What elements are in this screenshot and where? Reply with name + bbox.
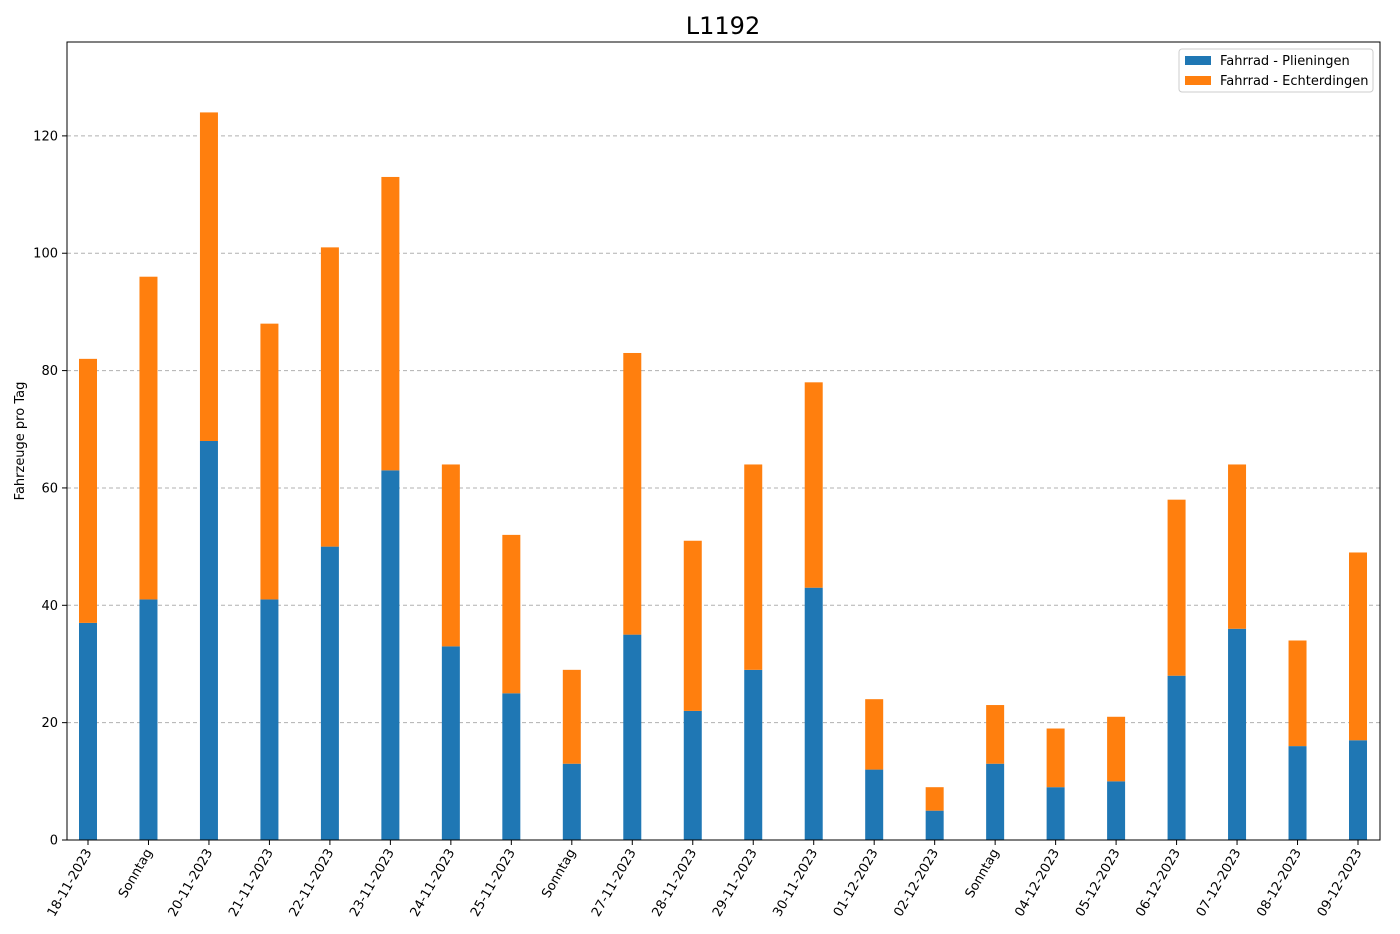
- x-tick-label: 22-11-2023: [287, 847, 338, 920]
- legend-label: Fahrrad - Echterdingen: [1220, 74, 1369, 89]
- x-tick-label: 07-12-2023: [1194, 847, 1245, 920]
- bar-echterdingen: [1228, 464, 1247, 629]
- bar-echterdingen: [79, 358, 97, 623]
- x-axis: 18-11-2023 Sonntag 20-11-2023 21-11-2023 22-…: [45, 840, 1366, 920]
- bar-plieningen: [1046, 787, 1065, 840]
- x-tick-label: 21-11-2023: [226, 847, 277, 920]
- bar-plieningen: [199, 441, 218, 840]
- y-axis-label: Fahrzeuge pro Tag: [13, 382, 28, 501]
- y-axis: 0 20 40 60 80 100 120: [33, 129, 67, 849]
- x-tick-label: Sonntag: [963, 846, 1003, 900]
- bar-plieningen: [683, 710, 702, 840]
- bar-echterdingen: [683, 540, 702, 711]
- x-tick-label: 20-11-2023: [166, 847, 217, 920]
- bar-plieningen: [139, 599, 158, 840]
- x-tick-label: 05-12-2023: [1073, 847, 1124, 920]
- x-tick-label: 27-11-2023: [589, 847, 640, 920]
- x-tick-label: Sonntag: [116, 847, 156, 901]
- x-tick-label: 08-12-2023: [1254, 847, 1305, 920]
- bar-echterdingen: [744, 464, 763, 670]
- chart-title: L1192: [686, 12, 760, 40]
- x-tick-label: 24-11-2023: [408, 847, 459, 920]
- bar-echterdingen: [623, 352, 642, 635]
- x-tick-label: 28-11-2023: [649, 847, 700, 920]
- legend: Fahrrad - Plieningen Fahrrad - Echterding…: [1178, 48, 1374, 93]
- bar-echterdingen: [1167, 499, 1186, 676]
- bar-echterdingen: [502, 534, 521, 694]
- bar-plieningen: [1107, 781, 1126, 840]
- bar-echterdingen: [320, 247, 339, 547]
- y-tick-label: 40: [41, 599, 58, 614]
- bar-echterdingen: [381, 176, 400, 471]
- grid: [67, 135, 1380, 724]
- x-tick-label: Sonntag: [539, 847, 579, 901]
- legend-swatch: [1185, 56, 1211, 65]
- legend-swatch: [1185, 76, 1211, 85]
- bar-plieningen: [744, 669, 763, 840]
- bar-plieningen: [381, 470, 400, 840]
- plot-frame: [66, 41, 1381, 841]
- bar-plieningen: [441, 646, 460, 840]
- bar-echterdingen: [1288, 640, 1307, 747]
- bar-plieningen: [1228, 628, 1247, 840]
- y-tick-label: 20: [41, 716, 58, 731]
- bar-plieningen: [865, 769, 884, 840]
- y-tick-label: 60: [41, 481, 58, 496]
- bar-plieningen: [925, 810, 944, 840]
- bar-echterdingen: [865, 699, 884, 770]
- x-tick-label: 01-12-2023: [831, 847, 882, 920]
- bar-echterdingen: [925, 787, 944, 811]
- bar-echterdingen: [804, 382, 823, 588]
- bar-echterdingen: [441, 464, 460, 647]
- y-tick-label: 0: [50, 834, 58, 849]
- bar-plieningen: [562, 763, 581, 840]
- bars: [79, 112, 1367, 840]
- bar-plieningen: [804, 587, 823, 840]
- bar-echterdingen: [1349, 552, 1367, 741]
- bar-echterdingen: [562, 669, 581, 764]
- x-tick-label: 04-12-2023: [1012, 847, 1063, 920]
- x-tick-label: 29-11-2023: [710, 847, 761, 920]
- legend-box: [1178, 48, 1374, 93]
- bar-echterdingen: [1107, 716, 1126, 782]
- x-tick-label: 30-11-2023: [770, 847, 821, 920]
- x-tick-label: 23-11-2023: [347, 847, 398, 920]
- bar-plieningen: [260, 599, 279, 840]
- x-tick-label: 18-11-2023: [45, 847, 96, 920]
- bar-echterdingen: [986, 705, 1005, 764]
- bar-echterdingen: [139, 276, 158, 600]
- x-tick-label: 25-11-2023: [468, 847, 519, 920]
- bar-plieningen: [79, 622, 97, 840]
- bar-echterdingen: [1046, 728, 1065, 788]
- bar-plieningen: [623, 634, 642, 840]
- bar-plieningen: [1167, 675, 1186, 840]
- bar-plieningen: [320, 546, 339, 840]
- bar-echterdingen: [260, 323, 279, 600]
- y-tick-label: 100: [33, 247, 58, 262]
- bar-plieningen: [1288, 746, 1307, 840]
- x-tick-label: 02-12-2023: [891, 847, 942, 920]
- x-tick-label: 09-12-2023: [1315, 847, 1366, 920]
- bar-plieningen: [1349, 740, 1367, 840]
- x-tick-label: 06-12-2023: [1133, 847, 1184, 920]
- y-tick-label: 80: [41, 364, 58, 379]
- legend-label: Fahrrad - Plieningen: [1220, 54, 1350, 69]
- bar-plieningen: [986, 763, 1005, 840]
- bar-plieningen: [502, 693, 521, 840]
- bar-echterdingen: [199, 112, 218, 441]
- y-tick-label: 120: [33, 129, 58, 144]
